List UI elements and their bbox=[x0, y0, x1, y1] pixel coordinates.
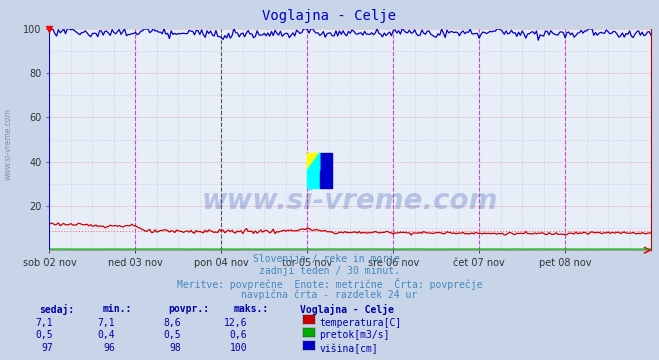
Polygon shape bbox=[307, 153, 320, 171]
Text: zadnji teden / 30 minut.: zadnji teden / 30 minut. bbox=[259, 266, 400, 276]
Polygon shape bbox=[307, 153, 320, 171]
Text: pretok[m3/s]: pretok[m3/s] bbox=[320, 330, 390, 341]
Text: Voglajna - Celje: Voglajna - Celje bbox=[300, 304, 394, 315]
Text: 12,6: 12,6 bbox=[223, 318, 247, 328]
Text: navpična črta - razdelek 24 ur: navpična črta - razdelek 24 ur bbox=[241, 289, 418, 300]
Text: www.si-vreme.com: www.si-vreme.com bbox=[202, 188, 498, 216]
Text: 8,6: 8,6 bbox=[163, 318, 181, 328]
Polygon shape bbox=[307, 171, 320, 188]
Text: 0,5: 0,5 bbox=[163, 330, 181, 341]
Text: Voglajna - Celje: Voglajna - Celje bbox=[262, 9, 397, 23]
Text: www.si-vreme.com: www.si-vreme.com bbox=[3, 108, 13, 180]
Text: maks.:: maks.: bbox=[234, 304, 269, 314]
Text: Meritve: povprečne  Enote: metrične  Črta: povprečje: Meritve: povprečne Enote: metrične Črta:… bbox=[177, 278, 482, 289]
Text: min.:: min.: bbox=[102, 304, 132, 314]
Text: 0,4: 0,4 bbox=[98, 330, 115, 341]
Text: 100: 100 bbox=[229, 343, 247, 354]
Text: 7,1: 7,1 bbox=[98, 318, 115, 328]
Text: 97: 97 bbox=[41, 343, 53, 354]
Text: 98: 98 bbox=[169, 343, 181, 354]
Polygon shape bbox=[320, 153, 332, 188]
Text: 0,5: 0,5 bbox=[35, 330, 53, 341]
Text: 7,1: 7,1 bbox=[35, 318, 53, 328]
Text: temperatura[C]: temperatura[C] bbox=[320, 318, 402, 328]
Text: 0,6: 0,6 bbox=[229, 330, 247, 341]
Text: višina[cm]: višina[cm] bbox=[320, 343, 378, 354]
Text: 96: 96 bbox=[103, 343, 115, 354]
Text: sedaj:: sedaj: bbox=[40, 304, 74, 315]
Text: povpr.:: povpr.: bbox=[168, 304, 209, 314]
Text: Slovenija / reke in morje.: Slovenija / reke in morje. bbox=[253, 254, 406, 264]
